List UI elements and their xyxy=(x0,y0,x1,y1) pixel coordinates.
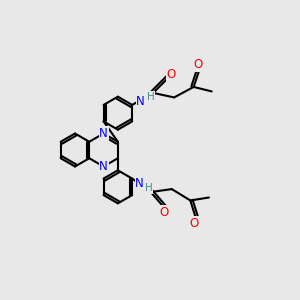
Text: O: O xyxy=(190,217,199,230)
Text: N: N xyxy=(99,127,108,140)
Text: N: N xyxy=(136,95,145,108)
Text: O: O xyxy=(160,206,169,219)
Text: N: N xyxy=(135,178,144,190)
Text: N: N xyxy=(99,160,108,173)
Text: H: H xyxy=(147,92,154,101)
Text: H: H xyxy=(145,183,153,193)
Text: O: O xyxy=(194,58,203,71)
Text: O: O xyxy=(167,68,176,81)
